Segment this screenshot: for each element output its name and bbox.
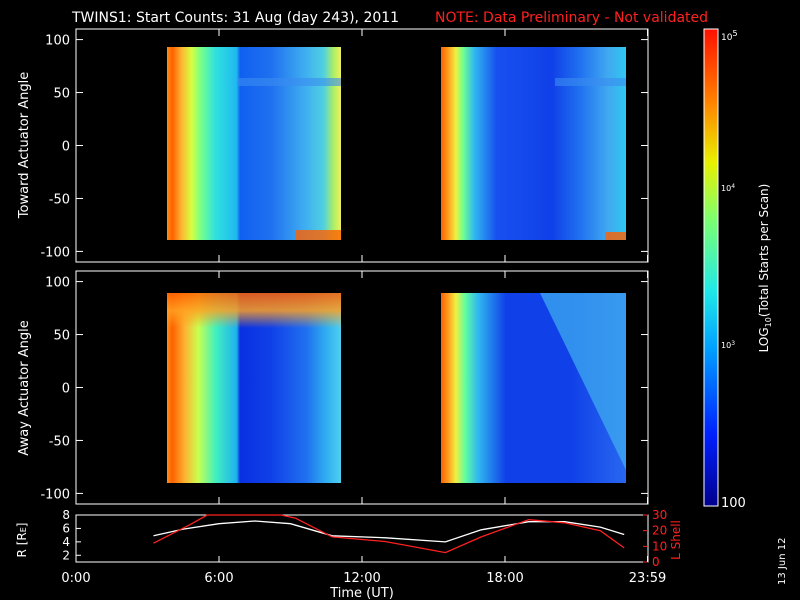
colorbar-tick-1e5: 105	[721, 29, 738, 43]
rtick-label-2: 4	[62, 535, 70, 549]
chart-title: TWINS1: Start Counts: 31 Aug (day 243), …	[71, 10, 399, 26]
heatmap-toward-band-2	[555, 78, 626, 86]
colorbar-tick-1e4: 104	[721, 183, 735, 193]
xlabel-time: Time (UT)	[329, 586, 394, 600]
time-tick-label-1: 6:00	[204, 571, 233, 586]
date-stamp: 13 Jun 12	[777, 538, 788, 585]
time-tick-label-3: 18:00	[486, 571, 523, 586]
ylabel-away: Away Actuator Angle	[17, 320, 32, 455]
ytick-label-toward-1: 50	[53, 87, 70, 102]
yticks-toward: 100 50 0 -50 -100	[40, 29, 649, 262]
ltick-label-3: 0	[652, 555, 660, 569]
ytick-label-toward-4: -100	[40, 245, 70, 260]
rtick-label-1: 6	[62, 521, 70, 535]
time-tick-label-2: 12:00	[343, 571, 380, 586]
lshell-line	[153, 514, 625, 554]
ylabel-toward: Toward Actuator Angle	[17, 72, 32, 219]
panel-toward: Toward Actuator Angle 100 50 0 -50 -100	[17, 28, 649, 263]
radius-line	[153, 520, 625, 543]
ylabel-radius: R [RE]	[15, 523, 29, 558]
ytick-label-away-2: 0	[62, 382, 70, 397]
orbit-lines	[153, 514, 625, 554]
ytick-label-away-1: 50	[53, 329, 70, 344]
time-tick-label-0: 0:00	[61, 571, 90, 586]
rtick-label-0: 8	[62, 508, 70, 522]
heatmap-away-wedge	[540, 293, 626, 470]
heatmap-toward-bottom-edge-2	[605, 232, 626, 240]
ylabel-lshell: L Shell	[669, 520, 683, 560]
ltick-label-1: 20	[652, 524, 667, 538]
ytick-label-away-3: -50	[49, 434, 70, 449]
colorbar: 105 104 103 100 LOG10(Total Starts per S…	[703, 28, 773, 511]
colorbar-tick-1e3: 103	[721, 340, 735, 350]
preliminary-note: NOTE: Data Preliminary - Not validated	[435, 10, 708, 26]
ytick-label-toward-3: -50	[49, 192, 70, 207]
colorbar-tick-100: 100	[721, 496, 746, 511]
ltick-label-2: 10	[652, 539, 667, 553]
colorbar-scale	[703, 28, 719, 507]
panel-away: Away Actuator Angle 100 50 0 -50 -100	[17, 270, 649, 505]
heatmap-toward-segment-1	[167, 47, 341, 240]
heatmap-away-top-band	[167, 293, 341, 328]
yticks-away: 100 50 0 -50 -100	[40, 271, 649, 504]
colorbar-label: LOG10(Total Starts per Scan)	[757, 184, 773, 353]
time-tick-label-4: 23:59	[629, 571, 666, 586]
heatmap-toward-band-1	[238, 78, 341, 86]
ytick-label-toward-2: 0	[62, 140, 70, 155]
ltick-label-0: 30	[652, 508, 667, 522]
heatmap-toward-segment-2	[441, 47, 626, 240]
rtick-label-3: 2	[62, 548, 70, 562]
ytick-label-away-4: -100	[40, 487, 70, 502]
ytick-label-away-0: 100	[45, 276, 70, 291]
ytick-label-toward-0: 100	[45, 34, 70, 49]
heatmap-toward-bottom-edge	[295, 230, 341, 240]
